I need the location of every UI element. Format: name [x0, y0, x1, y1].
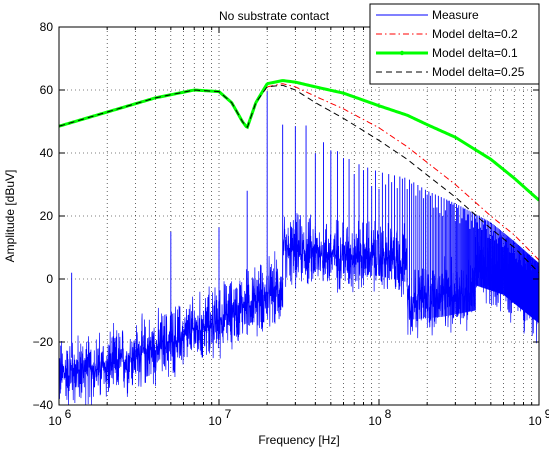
- x-tick-exponent: 7: [225, 407, 232, 421]
- legend-label-2: Model delta=0.1: [432, 46, 518, 60]
- x-tick-label: 10: [368, 414, 382, 428]
- y-axis-label: Amplitude [dBuV]: [3, 170, 17, 263]
- legend: Measure Model delta=0.2 Model delta=0.1 Mod…: [369, 3, 540, 85]
- y-tick-label: 80: [40, 20, 54, 34]
- y-tick-label: −20: [33, 335, 54, 349]
- x-tick-label: 10: [208, 414, 222, 428]
- legend-marker-2: [399, 50, 405, 56]
- series-0: [59, 91, 539, 405]
- legend-box: [369, 3, 540, 85]
- y-tick-label: 60: [40, 83, 54, 97]
- legend-label-3: Model delta=0.25: [432, 65, 525, 79]
- chart-title: No substrate contact: [219, 9, 330, 23]
- y-tick-label: 20: [40, 209, 54, 223]
- series-group: [59, 79, 539, 405]
- x-tick-exponent: 9: [545, 407, 549, 421]
- series-3-line: [59, 84, 539, 274]
- y-tick-label: −40: [33, 398, 54, 412]
- x-tick-label: 10: [48, 414, 62, 428]
- x-tick-label: 10: [528, 414, 542, 428]
- legend-label-0: Measure: [432, 8, 479, 22]
- y-tick-label: 0: [46, 272, 53, 286]
- y-tick-label: 40: [40, 146, 54, 160]
- x-tick-exponent: 6: [65, 407, 72, 421]
- x-axis-label: Frequency [Hz]: [258, 433, 339, 447]
- legend-label-1: Model delta=0.2: [432, 27, 518, 41]
- x-tick-exponent: 8: [385, 407, 392, 421]
